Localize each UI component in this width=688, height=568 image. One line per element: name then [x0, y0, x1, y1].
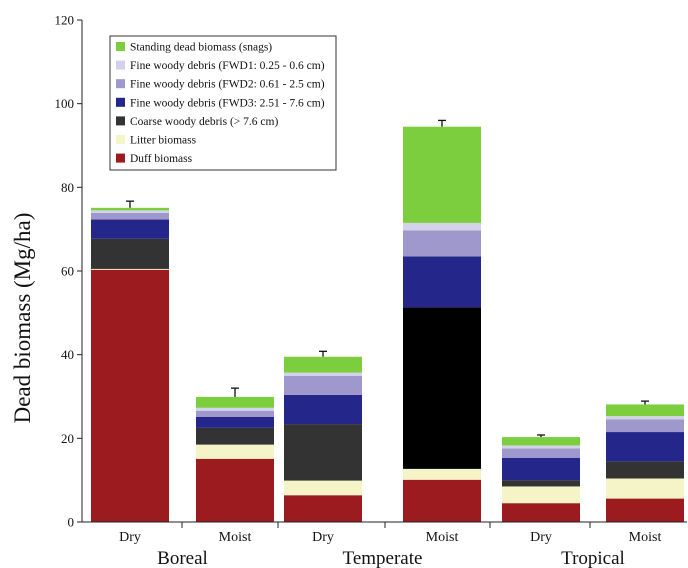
bar-segment: [502, 480, 580, 487]
bar-segment: [606, 432, 684, 462]
bar-segment: [403, 256, 481, 308]
bar-segment: [196, 444, 274, 459]
legend-swatch: [116, 116, 125, 126]
legend-swatch: [116, 153, 125, 163]
bar-segment: [91, 238, 169, 269]
bar-segment: [606, 419, 684, 433]
bar-segment: [196, 396, 274, 408]
y-tick-label: 40: [61, 347, 74, 362]
legend-swatch: [116, 97, 125, 107]
bar-segment: [196, 410, 274, 417]
y-tick-label: 120: [55, 13, 75, 28]
bar-segment: [284, 480, 362, 496]
bar-segment: [606, 461, 684, 479]
x-category-label: Moist: [219, 530, 252, 545]
legend-swatch: [116, 42, 125, 51]
bar-segment: [502, 457, 580, 481]
legend-box: [109, 35, 337, 171]
legend-label: Fine woody debris (FWD1: 0.25 - 0.6 cm): [130, 60, 325, 72]
bar-segment: [502, 486, 580, 504]
bar-segment: [606, 498, 684, 522]
bar-segment: [91, 210, 169, 213]
legend-swatch: [116, 60, 125, 70]
x-category-label: Dry: [530, 530, 552, 545]
bar-segment: [284, 424, 362, 481]
bar-segment: [403, 307, 481, 469]
bar-segment: [502, 448, 580, 458]
legend-label: Litter biomass: [130, 135, 197, 147]
legend-swatch: [116, 135, 125, 144]
legend-label: Coarse woody debris (> 7.6 cm): [130, 116, 278, 128]
legend-label: Fine woody debris (FWD2: 0.61 - 2.5 cm): [130, 79, 325, 91]
bar-segment: [284, 372, 362, 377]
y-tick-label: 0: [68, 515, 75, 530]
bar-segment: [606, 416, 684, 420]
bar-segment: [196, 427, 274, 445]
legend-label: Standing dead biomass (snags): [130, 42, 272, 54]
bar-segment: [403, 126, 481, 223]
bar-segment: [91, 212, 169, 220]
y-tick-label: 80: [61, 180, 74, 195]
bar-segment: [196, 458, 274, 522]
bar-segment: [403, 222, 481, 231]
x-group-label: Tropical: [561, 548, 625, 568]
x-category-label: Dry: [312, 530, 334, 545]
bar-segment: [91, 268, 169, 270]
bar-segment: [606, 404, 684, 417]
bar-segment: [502, 503, 580, 522]
y-axis-label: Dead biomass (Mg/ha): [10, 213, 35, 424]
bar-segment: [606, 478, 684, 499]
bar-segment: [196, 416, 274, 428]
bar-segment: [284, 394, 362, 425]
y-tick-label: 100: [55, 96, 75, 111]
bar-segment: [284, 376, 362, 395]
x-category-label: Moist: [629, 530, 662, 545]
bar-segment: [91, 219, 169, 239]
y-tick-label: 60: [61, 264, 74, 279]
bar-segment: [403, 468, 481, 480]
bar-segment: [284, 495, 362, 522]
x-category-label: Dry: [119, 530, 141, 545]
bar-segment: [91, 207, 169, 211]
axes: 0 20 40 60 80 100 120 Dry Moist Dry Moist Dry Moist B…: [55, 13, 687, 568]
x-group-label: Temperate: [343, 548, 423, 568]
bar-segment: [284, 356, 362, 373]
error-bars: [126, 119, 649, 438]
y-tick-label: 20: [61, 431, 74, 446]
bar-segment: [502, 445, 580, 449]
bar-segment: [403, 479, 481, 522]
bar-segment: [196, 407, 274, 411]
legend-label: Duff biomass: [130, 153, 193, 165]
x-group-label: Boreal: [157, 548, 208, 568]
legend-label: Fine woody debris (FWD3: 2.51 - 7.6 cm): [130, 97, 325, 109]
legend-swatch: [116, 79, 125, 89]
x-category-label: Moist: [426, 530, 459, 545]
bar-segment: [502, 437, 580, 446]
bars: [91, 126, 684, 522]
bar-segment: [403, 230, 481, 257]
legend: Standing dead biomass (snags) Fine woody …: [109, 35, 337, 171]
bar-segment: [91, 269, 169, 522]
